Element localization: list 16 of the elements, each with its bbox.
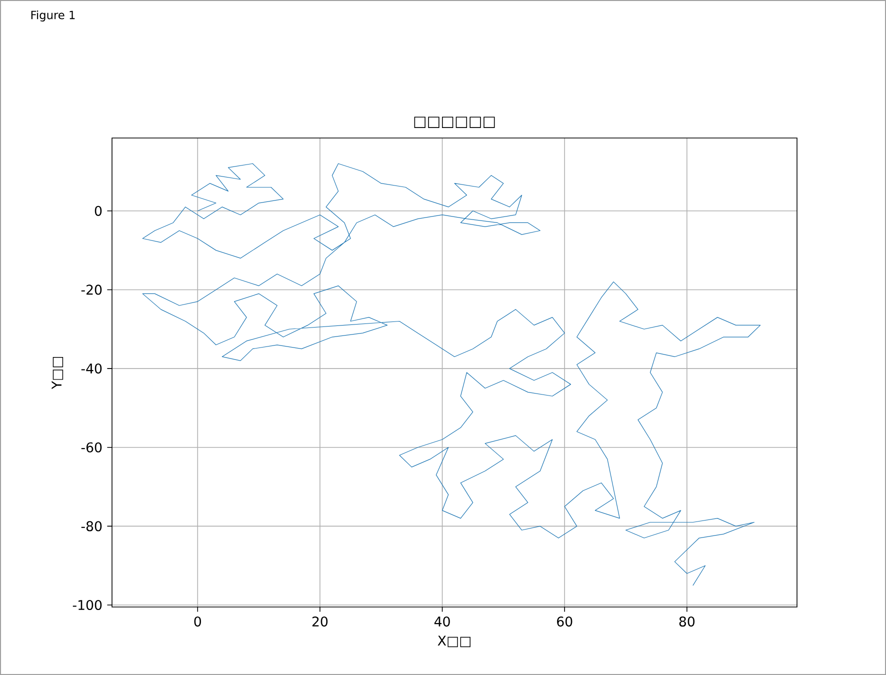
x-tick-label: 20 xyxy=(312,616,328,627)
y-tick-label: -40 xyxy=(81,363,102,374)
caption: Figure 1 xyxy=(31,10,75,22)
x-tick-label: 60 xyxy=(557,616,572,627)
y-tick-label: -100 xyxy=(72,600,102,610)
x-tick-label: 40 xyxy=(434,616,450,627)
chart-title: □□□□□□ xyxy=(414,116,495,128)
y-tick-label: -20 xyxy=(81,284,102,295)
x-tick-label: 80 xyxy=(679,616,695,627)
y-tick-label: -60 xyxy=(81,442,102,452)
y-tick-label: 0 xyxy=(94,206,102,216)
line-series xyxy=(142,163,761,586)
y-tick-label: -80 xyxy=(81,521,102,532)
y-axis-title: Y□□ xyxy=(52,357,64,390)
x-axis-title: X□□ xyxy=(438,636,470,648)
x-tick-label: 0 xyxy=(194,616,201,627)
